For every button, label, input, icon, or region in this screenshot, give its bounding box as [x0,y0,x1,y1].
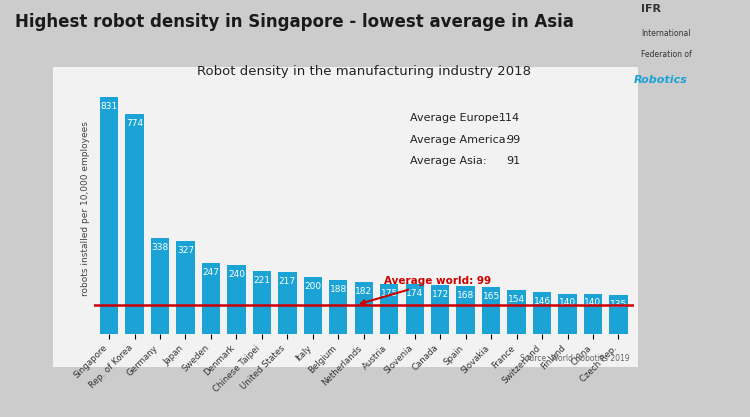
Text: Average world: 99: Average world: 99 [361,276,491,304]
Text: 135: 135 [610,300,627,309]
Text: Average Europe:: Average Europe: [410,113,502,123]
Text: Source: World Robotics 2019: Source: World Robotics 2019 [520,354,630,363]
Text: 168: 168 [457,291,474,300]
Bar [100,97,118,334]
Text: Federation of: Federation of [641,50,692,59]
Text: 182: 182 [356,287,372,296]
Text: Average America:: Average America: [410,135,509,145]
Text: 154: 154 [508,295,525,304]
Text: 188: 188 [330,285,347,294]
Text: 338: 338 [152,243,169,251]
Text: Average Asia:: Average Asia: [410,156,486,166]
Text: 172: 172 [431,290,448,299]
Bar [329,280,347,334]
Text: 774: 774 [126,119,143,128]
Text: 175: 175 [380,289,398,298]
Text: Highest robot density in Singapore - lowest average in Asia: Highest robot density in Singapore - low… [15,13,574,30]
Text: 146: 146 [533,296,550,306]
Bar [355,282,373,334]
Text: Robotics: Robotics [634,75,688,85]
Bar [584,294,602,334]
Bar [176,241,194,334]
Bar [431,285,449,334]
Bar [380,284,398,334]
Text: 165: 165 [482,292,500,301]
Text: 327: 327 [177,246,194,255]
Bar [125,113,144,334]
Text: 140: 140 [559,298,576,307]
Bar [508,290,526,334]
Text: 99: 99 [506,135,520,145]
Bar [406,284,424,334]
Text: 114: 114 [500,113,520,123]
Title: Robot density in the manufacturing industry 2018: Robot density in the manufacturing indus… [196,65,531,78]
Text: 91: 91 [506,156,520,166]
Text: 140: 140 [584,298,602,307]
Text: 200: 200 [304,282,321,291]
Y-axis label: robots installed per 10,000 employees: robots installed per 10,000 employees [80,121,89,296]
Text: 217: 217 [279,277,296,286]
Bar [253,271,271,334]
Bar [278,272,296,334]
Text: 247: 247 [202,269,220,277]
Bar [609,295,628,334]
Bar [457,286,475,334]
Bar [151,238,170,334]
Text: 174: 174 [406,289,423,298]
Bar [482,287,500,334]
Bar [227,265,245,334]
Text: International: International [641,29,691,38]
Text: 221: 221 [254,276,270,285]
Text: 831: 831 [100,103,118,111]
Bar [533,292,551,334]
Text: 240: 240 [228,271,245,279]
Bar [202,264,220,334]
Bar [558,294,577,334]
Bar [304,277,322,334]
Text: IFR: IFR [641,4,662,14]
